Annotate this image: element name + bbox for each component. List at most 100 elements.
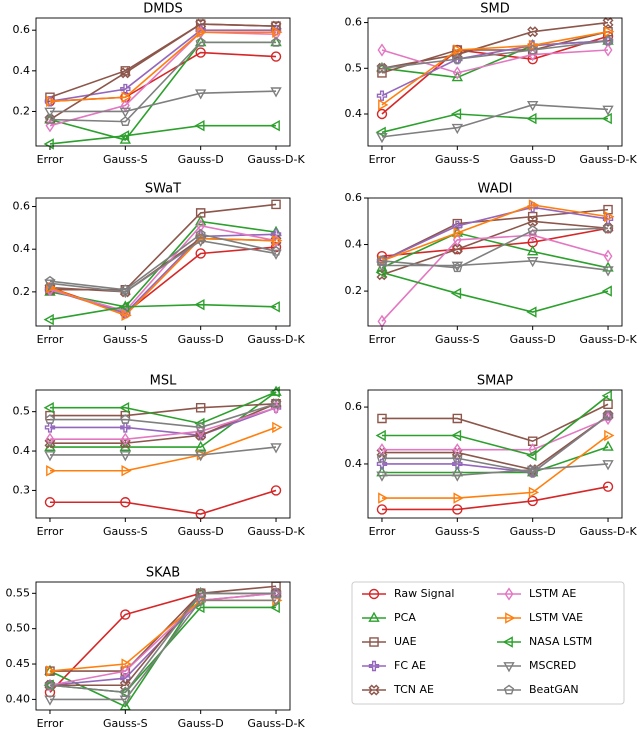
series (45, 219, 281, 318)
legend-marker (369, 637, 379, 647)
data-point (120, 432, 130, 446)
series-line (49, 23, 277, 98)
data-point (377, 314, 387, 329)
series-line (381, 260, 609, 271)
data-point (603, 204, 613, 215)
data-point (451, 123, 464, 135)
x-tick-label: Gauss-D-K (247, 717, 305, 727)
data-point (452, 443, 462, 457)
data-point (378, 99, 389, 111)
data-point (453, 44, 464, 56)
data-point (195, 37, 206, 47)
series-line (49, 406, 277, 437)
series-line (49, 31, 277, 127)
legend-label: Raw Signal (394, 587, 454, 600)
x-tick-label: Gauss-S (435, 153, 480, 166)
series-line (381, 414, 609, 474)
series (43, 119, 280, 150)
data-point (120, 83, 131, 95)
x-tick-label: Gauss-S (103, 525, 148, 538)
plot-frame (367, 17, 623, 147)
series-line (49, 391, 277, 425)
series-line (381, 434, 609, 499)
data-point (270, 245, 282, 256)
series-line (381, 463, 609, 477)
data-point (526, 306, 537, 318)
series-line (381, 40, 609, 70)
series-line (49, 426, 277, 472)
data-point (194, 119, 205, 132)
series (378, 199, 615, 267)
data-point (194, 298, 205, 311)
x-tick-label: Gauss-D-K (247, 525, 305, 538)
data-point (452, 66, 462, 80)
x-tick-label: Error (369, 525, 396, 538)
y-tick-label: 0.5 (345, 61, 363, 74)
data-point (118, 402, 130, 414)
x-tick-label: Gauss-S (435, 525, 480, 538)
panel-title: SMAP (477, 374, 513, 389)
data-point (376, 269, 388, 281)
data-point (527, 237, 538, 248)
data-point (270, 443, 282, 454)
y-tick-label: 0.2 (13, 104, 31, 117)
data-point (121, 91, 132, 103)
x-tick-label: Gauss-D-K (579, 153, 637, 166)
plot-frame (35, 389, 291, 519)
series-line (381, 40, 609, 97)
x-tick-label: Gauss-S (103, 717, 148, 727)
x-tick-label: Error (37, 153, 64, 166)
legend-marker (504, 587, 514, 601)
data-point (45, 666, 55, 676)
x-tick-label: Error (369, 153, 396, 166)
data-point (526, 245, 539, 256)
x-tick-label: Gauss-D-K (247, 153, 305, 166)
data-point (376, 504, 388, 515)
legend-label: TCN AE (393, 683, 434, 696)
series (44, 37, 282, 126)
data-point (46, 465, 57, 477)
series (43, 298, 280, 326)
series-line (49, 124, 277, 145)
data-point (526, 112, 537, 125)
y-tick-label: 0.3 (13, 483, 31, 496)
data-point (44, 275, 56, 286)
y-tick-label: 0.2 (345, 284, 363, 297)
data-point (527, 467, 538, 477)
series-line (49, 41, 277, 123)
series (378, 429, 615, 504)
series-line (381, 227, 609, 269)
series-line (49, 246, 277, 315)
data-point (377, 413, 387, 424)
data-point (376, 90, 388, 101)
data-point (601, 390, 612, 402)
y-tick-label: 0.40 (6, 692, 31, 705)
data-point (44, 107, 56, 118)
data-point (272, 26, 283, 38)
series (377, 228, 613, 329)
series-line (49, 31, 277, 103)
x-tick-label: Gauss-D-K (247, 333, 305, 346)
panel-title: DMDS (143, 2, 183, 17)
y-tick-label: 0.6 (13, 200, 31, 213)
data-point (194, 215, 207, 226)
data-point (376, 255, 388, 266)
series-line (381, 403, 609, 443)
series-line (49, 29, 277, 103)
data-point (118, 130, 130, 142)
panel-title: SWaT (145, 182, 181, 197)
data-point (195, 248, 206, 259)
data-point (450, 287, 462, 300)
legend-label: FC AE (394, 659, 426, 672)
data-point (119, 440, 132, 451)
legend-marker (502, 636, 513, 648)
data-point (270, 587, 282, 598)
data-point (194, 417, 205, 430)
data-point (45, 432, 55, 446)
series (44, 35, 282, 144)
series-line (49, 233, 277, 291)
data-point (604, 26, 615, 38)
data-point (195, 422, 206, 432)
data-point (377, 43, 387, 57)
